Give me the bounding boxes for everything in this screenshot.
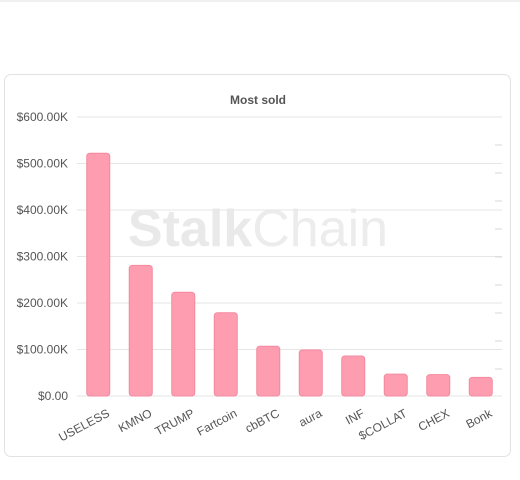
y-tick-label: $200.00K [17, 296, 68, 310]
right-edge-minor-ticks [495, 144, 502, 370]
y-tick-label: $500.00K [17, 157, 68, 171]
bar-bonk [468, 376, 493, 397]
bar-aura [298, 349, 323, 397]
x-tick-label: INF [343, 406, 367, 427]
y-tick-label: $0.00 [38, 389, 68, 403]
watermark-part1: Stalk [128, 200, 252, 258]
y-tick-label: $400.00K [17, 203, 68, 217]
bar-trump [171, 291, 196, 397]
y-tick-label: $300.00K [17, 250, 68, 264]
bars [86, 152, 493, 397]
y-tick-label: $100.00K [17, 343, 68, 357]
bar-kmno [128, 264, 153, 397]
bar-useless [86, 152, 111, 397]
x-tick-label: $COLLAT [356, 406, 409, 443]
bar-fartcoin [213, 312, 238, 397]
x-tick-label: Bonk [464, 406, 496, 432]
x-tick-label: USELESS [56, 406, 111, 444]
x-tick-label: CHEX [416, 406, 452, 434]
chart-title: Most sold [230, 93, 286, 107]
x-tick-label: KMNO [116, 406, 154, 435]
y-axis-tick-labels: $0.00 $100.00K $200.00K $300.00K $400.00K $50… [17, 110, 69, 403]
bar-inf [341, 355, 366, 397]
bar-chex [426, 374, 451, 397]
watermark: StalkChain [128, 200, 388, 258]
x-tick-label: TRUMP [153, 406, 197, 438]
watermark-part2: Chain [252, 200, 388, 258]
y-tick-label: $600.00K [17, 110, 68, 124]
top-divider [0, 0, 520, 2]
x-tick-label: cbBTC [243, 406, 282, 436]
x-tick-label: aura [296, 406, 324, 430]
bar-collat [383, 373, 408, 397]
x-tick-label: Fartcoin [194, 406, 239, 439]
bar-cbbtc [256, 345, 281, 397]
